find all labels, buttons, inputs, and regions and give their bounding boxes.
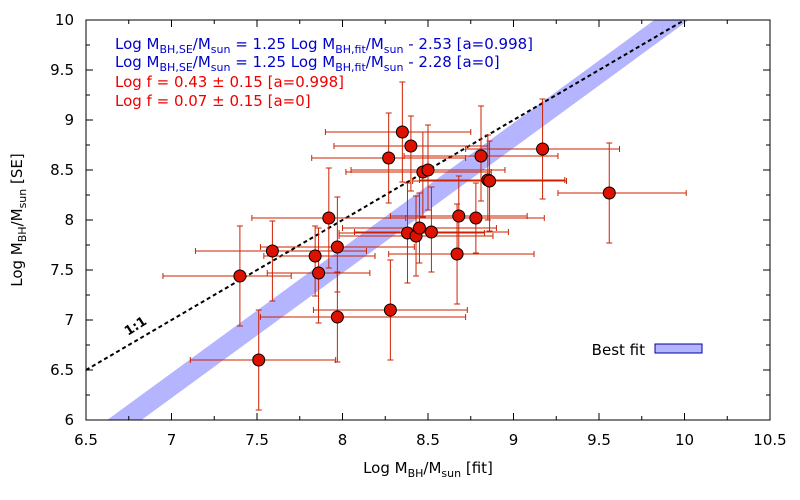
data-point [474, 149, 488, 163]
y-axis-label: Log MBH​/Msun​ [SE] [8, 153, 29, 287]
data-point [483, 174, 497, 188]
data-point [452, 209, 466, 223]
one-to-one-label: 1:1 [122, 314, 150, 339]
y-tick-label: 6.5 [50, 361, 74, 379]
y-tick-label: 8.5 [50, 161, 74, 179]
data-point [265, 244, 279, 258]
data-point [312, 266, 326, 280]
y-tick-label: 9.5 [50, 61, 74, 79]
y-tick-label: 9 [64, 111, 74, 129]
scatter-a0: Log f = 0.07 ± 0.15 [a=0] [115, 92, 311, 110]
data-point [469, 211, 483, 225]
fit-equation-a0: Log MBH,SE​/Msun​ = 1.25 Log MBH,fit​/Ms… [115, 53, 500, 74]
x-tick-label: 7 [167, 431, 177, 449]
x-tick-label: 8.5 [416, 431, 440, 449]
legend: Best fit [592, 341, 703, 359]
x-tick-label: 10 [675, 431, 694, 449]
y-tick-label: 10 [55, 11, 74, 29]
x-tick-label: 7.5 [245, 431, 269, 449]
data-point [404, 139, 418, 153]
x-tick-label: 9 [509, 431, 519, 449]
data-point [424, 225, 438, 239]
x-tick-label: 9.5 [587, 431, 611, 449]
x-tick-label: 6.5 [74, 431, 98, 449]
data-point [395, 125, 409, 139]
one-to-one-line [86, 20, 686, 371]
scatter-a0998: Log f = 0.43 ± 0.15 [a=0.998] [115, 73, 344, 91]
data-point [412, 221, 426, 235]
y-tick-label: 7.5 [50, 261, 74, 279]
x-tick-label: 10.5 [753, 431, 786, 449]
x-axis-label: Log MBH​/Msun​ [fit] [363, 459, 493, 480]
x-tick-labels: 6.5 7 7.5 8 8.5 9 9.5 10 10.5 [74, 431, 787, 449]
x-tick-label: 8 [338, 431, 348, 449]
y-tick-label: 7 [64, 311, 74, 329]
data-point [330, 310, 344, 324]
legend-swatch [654, 343, 703, 354]
data-point [252, 353, 266, 367]
data-point [383, 303, 397, 317]
data-point [382, 151, 396, 165]
data-point [330, 240, 344, 254]
data-point [233, 269, 247, 283]
fit-equation-a0998: Log MBH,SE​/Msun​ = 1.25 Log MBH,fit​/Ms… [115, 35, 533, 56]
data-point [602, 186, 616, 200]
axis-ticks [85, 19, 771, 421]
data-point [308, 249, 322, 263]
y-tick-label: 8 [64, 211, 74, 229]
data-point [421, 163, 435, 177]
data-markers [233, 125, 616, 367]
errorbar [557, 142, 687, 244]
data-point [322, 211, 336, 225]
data-point [536, 142, 550, 156]
y-tick-labels: 6 6.5 7 7.5 8 8.5 9 9.5 10 [50, 11, 74, 429]
y-tick-label: 6 [64, 411, 74, 429]
errorbars [162, 81, 687, 411]
legend-label: Best fit [592, 341, 645, 359]
data-point [450, 247, 464, 261]
